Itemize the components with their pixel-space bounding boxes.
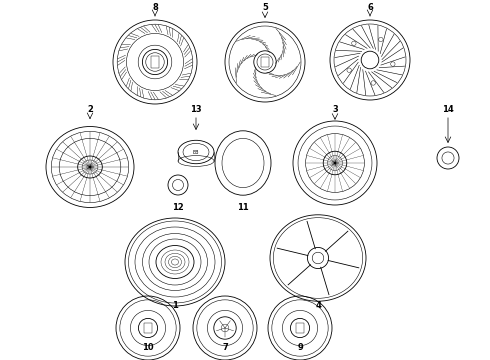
Circle shape [437, 147, 459, 169]
Circle shape [307, 247, 329, 269]
Text: 2: 2 [87, 105, 93, 114]
Circle shape [291, 318, 310, 338]
Circle shape [143, 49, 168, 75]
Text: 14: 14 [442, 105, 454, 114]
Text: 8: 8 [152, 4, 158, 13]
Text: 11: 11 [237, 203, 249, 212]
Ellipse shape [156, 246, 194, 279]
Text: EB: EB [193, 149, 199, 154]
Text: 10: 10 [142, 343, 154, 352]
Circle shape [361, 51, 379, 69]
Ellipse shape [215, 131, 271, 195]
Circle shape [254, 51, 276, 73]
Text: 5: 5 [262, 4, 268, 13]
Circle shape [168, 175, 188, 195]
Text: 7: 7 [222, 343, 228, 352]
Text: 12: 12 [172, 203, 184, 212]
Text: 6: 6 [367, 4, 373, 13]
Bar [151, 56, 159, 68]
Text: 9: 9 [297, 343, 303, 352]
Circle shape [138, 318, 158, 338]
Circle shape [323, 151, 347, 175]
Text: 1: 1 [172, 301, 178, 310]
Circle shape [214, 317, 236, 339]
Text: 3: 3 [332, 105, 338, 114]
Ellipse shape [178, 140, 214, 164]
Ellipse shape [78, 156, 102, 178]
Ellipse shape [222, 138, 264, 188]
Bar [145, 323, 151, 333]
Text: 4: 4 [315, 301, 321, 310]
Text: 13: 13 [190, 105, 202, 114]
Bar [261, 57, 269, 67]
Bar [296, 323, 303, 333]
